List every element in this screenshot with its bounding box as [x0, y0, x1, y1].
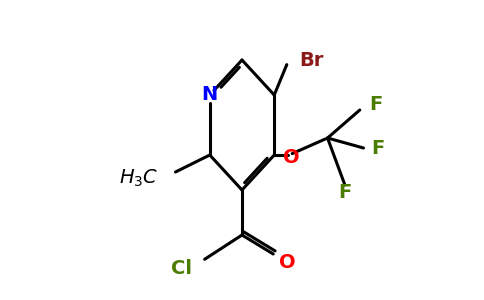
Text: Br: Br [300, 50, 324, 70]
Text: O: O [279, 253, 296, 272]
Text: Cl: Cl [171, 259, 193, 278]
Text: N: N [202, 85, 218, 104]
Text: $H_3C$: $H_3C$ [120, 167, 159, 189]
Text: F: F [370, 95, 383, 115]
Text: F: F [338, 184, 351, 202]
Text: O: O [283, 148, 300, 167]
Text: F: F [371, 139, 384, 158]
